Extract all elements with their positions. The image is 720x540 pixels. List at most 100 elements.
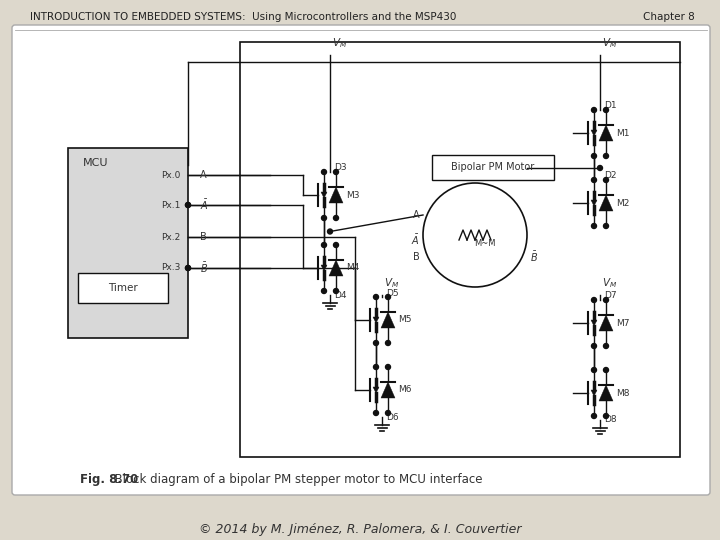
Text: $V_M$: $V_M$ — [602, 276, 617, 290]
Text: D1: D1 — [604, 102, 616, 111]
Text: Chapter 8: Chapter 8 — [643, 12, 695, 22]
Polygon shape — [329, 260, 343, 276]
Circle shape — [186, 266, 191, 271]
Circle shape — [186, 202, 191, 207]
Circle shape — [333, 288, 338, 294]
Bar — [78, 273, 168, 303]
Circle shape — [592, 298, 596, 302]
Polygon shape — [381, 382, 395, 398]
Text: INTRODUCTION TO EMBEDDED SYSTEMS:  Using Microcontrollers and the MSP430: INTRODUCTION TO EMBEDDED SYSTEMS: Using … — [30, 12, 456, 22]
Text: $V_M$: $V_M$ — [332, 36, 347, 50]
Text: Bipolar PM Motor: Bipolar PM Motor — [451, 162, 535, 172]
Circle shape — [322, 215, 326, 220]
Text: A: A — [413, 210, 420, 220]
Circle shape — [603, 298, 608, 302]
Polygon shape — [599, 125, 613, 141]
Circle shape — [592, 343, 596, 348]
Circle shape — [603, 224, 608, 228]
Polygon shape — [599, 195, 613, 211]
Circle shape — [385, 410, 390, 415]
Text: D6: D6 — [386, 413, 399, 422]
Text: $V_M$: $V_M$ — [602, 36, 617, 50]
Bar — [432, 155, 554, 180]
Text: $V_M$: $V_M$ — [384, 276, 399, 290]
Text: Px.0: Px.0 — [161, 171, 180, 179]
Circle shape — [385, 364, 390, 369]
Text: M5: M5 — [398, 315, 412, 325]
Text: Block diagram of a bipolar PM stepper motor to MCU interface: Block diagram of a bipolar PM stepper mo… — [107, 474, 482, 487]
Text: M7: M7 — [616, 319, 629, 327]
Circle shape — [385, 341, 390, 346]
Polygon shape — [591, 390, 597, 396]
Text: B: B — [200, 232, 207, 242]
Circle shape — [603, 414, 608, 418]
Polygon shape — [591, 320, 597, 326]
Circle shape — [385, 294, 390, 300]
Polygon shape — [329, 187, 343, 203]
Text: $\bar{B}$: $\bar{B}$ — [530, 250, 538, 264]
FancyBboxPatch shape — [12, 25, 710, 495]
Circle shape — [592, 224, 596, 228]
Text: D3: D3 — [334, 164, 346, 172]
Circle shape — [592, 153, 596, 159]
Circle shape — [186, 266, 191, 271]
Text: $\bar{A}$: $\bar{A}$ — [412, 233, 420, 247]
Circle shape — [328, 229, 333, 234]
Text: MCU: MCU — [83, 158, 109, 168]
Circle shape — [592, 107, 596, 112]
Text: Timer: Timer — [108, 283, 138, 293]
Polygon shape — [591, 200, 597, 206]
Circle shape — [592, 178, 596, 183]
Circle shape — [603, 107, 608, 112]
Circle shape — [374, 364, 379, 369]
Polygon shape — [373, 387, 379, 393]
Text: D5: D5 — [386, 288, 399, 298]
Text: M2: M2 — [616, 199, 629, 207]
Circle shape — [333, 242, 338, 247]
Polygon shape — [321, 265, 327, 271]
Text: M8: M8 — [616, 388, 629, 397]
Circle shape — [322, 242, 326, 247]
Circle shape — [322, 170, 326, 174]
Text: A: A — [200, 170, 207, 180]
Text: D4: D4 — [334, 291, 346, 300]
Polygon shape — [591, 130, 597, 136]
Circle shape — [186, 202, 191, 207]
Polygon shape — [321, 192, 327, 198]
Text: Px.3: Px.3 — [161, 264, 180, 273]
Text: D8: D8 — [604, 415, 616, 424]
Text: B: B — [413, 252, 420, 262]
Text: Px.2: Px.2 — [161, 233, 180, 241]
Text: M6: M6 — [398, 386, 412, 395]
Circle shape — [333, 170, 338, 174]
Circle shape — [603, 153, 608, 159]
Text: M1: M1 — [616, 129, 629, 138]
Circle shape — [374, 294, 379, 300]
Text: © 2014 by M. Jiménez, R. Palomera, & I. Couvertier: © 2014 by M. Jiménez, R. Palomera, & I. … — [199, 523, 521, 537]
Text: Fig. 8.70: Fig. 8.70 — [80, 474, 138, 487]
Circle shape — [603, 178, 608, 183]
Circle shape — [374, 410, 379, 415]
Bar — [68, 148, 188, 338]
Circle shape — [322, 288, 326, 294]
Text: $\bar{B}$: $\bar{B}$ — [200, 261, 208, 275]
Circle shape — [423, 183, 527, 287]
Text: $\bar{A}$: $\bar{A}$ — [200, 198, 209, 212]
Polygon shape — [599, 385, 613, 401]
Text: D7: D7 — [604, 292, 616, 300]
Circle shape — [592, 414, 596, 418]
Text: D2: D2 — [604, 172, 616, 180]
Circle shape — [333, 215, 338, 220]
Text: Px.1: Px.1 — [161, 200, 180, 210]
Circle shape — [598, 165, 603, 171]
Bar — [240, 42, 680, 457]
Circle shape — [603, 368, 608, 373]
Circle shape — [374, 341, 379, 346]
Circle shape — [603, 343, 608, 348]
Text: M~M: M~M — [474, 239, 496, 247]
Polygon shape — [381, 312, 395, 328]
Circle shape — [592, 368, 596, 373]
Text: M4: M4 — [346, 264, 359, 273]
Text: M3: M3 — [346, 191, 359, 199]
Polygon shape — [373, 317, 379, 323]
